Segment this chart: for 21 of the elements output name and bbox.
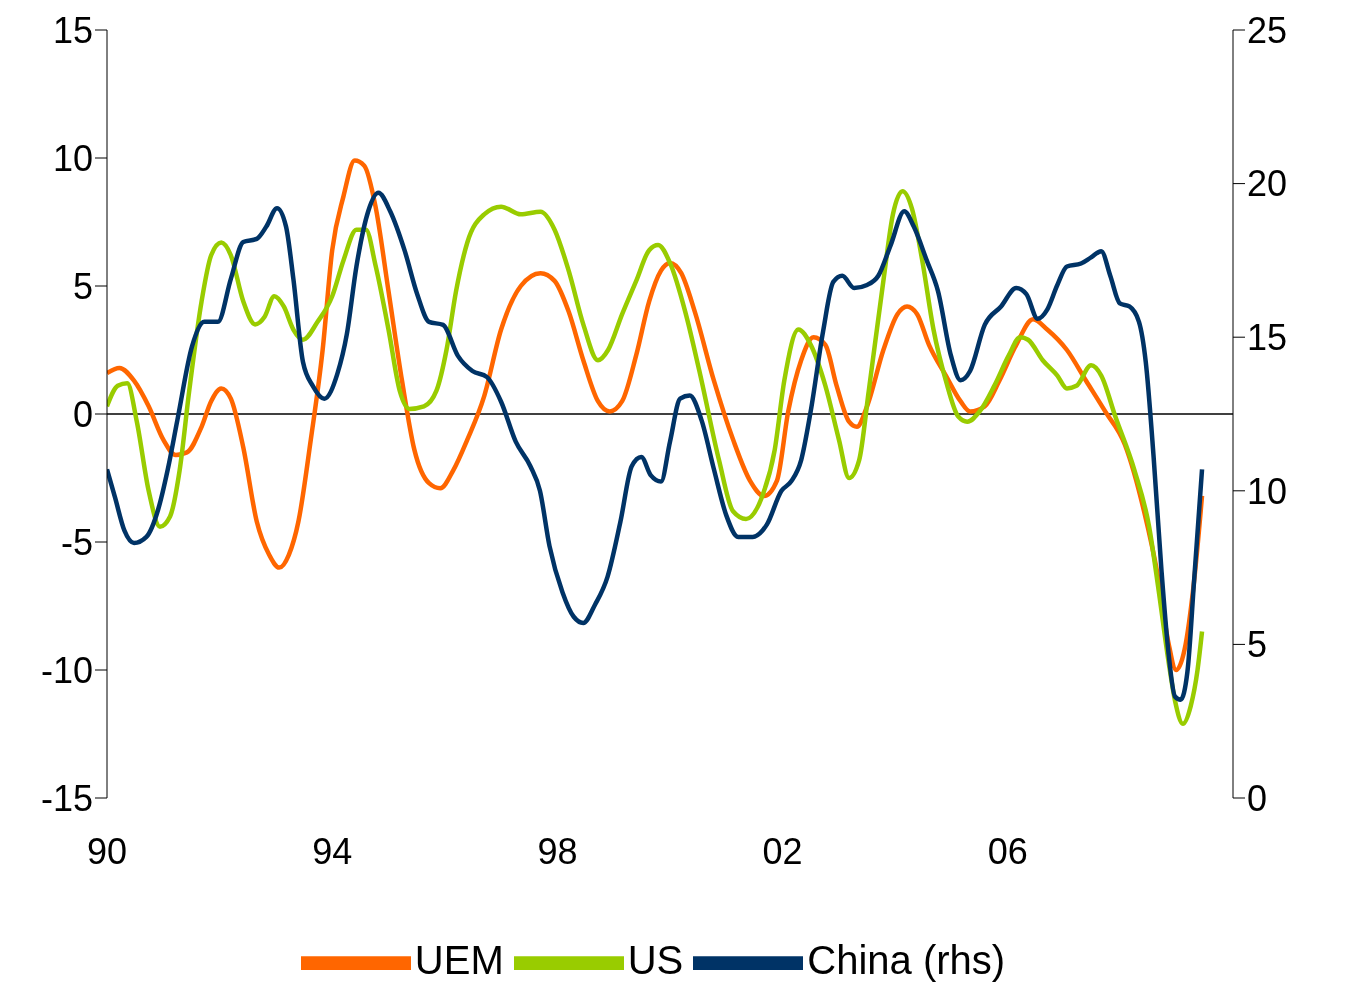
y-tick-label: -5 bbox=[60, 521, 93, 563]
x-tick-label: 90 bbox=[86, 830, 128, 872]
legend-label: UEM bbox=[414, 937, 504, 982]
y-tick-label: 15 bbox=[52, 9, 93, 51]
x-tick-label: 06 bbox=[987, 830, 1028, 872]
x-tick-label: 94 bbox=[312, 830, 353, 872]
y-tick-label: 5 bbox=[72, 265, 93, 307]
x-tick-label: 98 bbox=[537, 830, 578, 872]
legend-label: US bbox=[627, 937, 684, 982]
legend-label: China (rhs) bbox=[807, 937, 1006, 982]
y2-tick-label: 20 bbox=[1247, 163, 1288, 205]
y-tick-label: 10 bbox=[52, 137, 93, 179]
y-tick-label: -15 bbox=[40, 777, 93, 819]
y2-tick-label: 5 bbox=[1247, 624, 1268, 666]
y-tick-label: -10 bbox=[40, 649, 93, 691]
y2-tick-label: 10 bbox=[1247, 470, 1288, 512]
y2-tick-label: 15 bbox=[1247, 316, 1288, 358]
y-tick-label: 0 bbox=[72, 393, 93, 435]
y2-tick-label: 0 bbox=[1247, 777, 1268, 819]
x-tick-label: 02 bbox=[762, 830, 803, 872]
y2-tick-label: 25 bbox=[1247, 9, 1288, 51]
